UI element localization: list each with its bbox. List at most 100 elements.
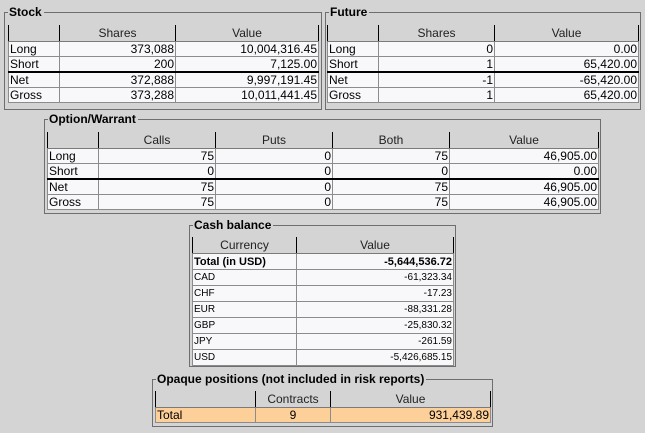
shares-cell: 200: [59, 56, 176, 73]
table-row[interactable]: EUR -88,331.28: [192, 301, 454, 318]
table-row[interactable]: Short 200 7,125.00: [8, 56, 319, 73]
total-label: Total (in USD): [192, 253, 297, 270]
table-header: Shares Value: [8, 25, 319, 42]
value-cell: 10,004,316.45: [175, 41, 319, 57]
column-header-puts[interactable]: Puts: [215, 132, 333, 149]
table-row[interactable]: CAD -61,323.34: [192, 269, 454, 286]
currency-cell: USD: [192, 349, 297, 366]
value-cell: 0.00: [449, 163, 599, 180]
table-row[interactable]: Net -1 -65,420.00: [327, 71, 639, 88]
row-label: Short: [47, 163, 99, 180]
currency-cell: EUR: [192, 301, 297, 318]
row-label: Total: [155, 407, 256, 423]
row-label: Long: [47, 148, 99, 164]
value-cell: -17.23: [296, 285, 454, 302]
value-cell: 10,011,441.45: [175, 87, 319, 103]
calls-cell: 75: [98, 194, 216, 210]
table-header: Currency Value: [192, 237, 454, 254]
column-header[interactable]: [327, 25, 379, 42]
table-header: Calls Puts Both Value: [47, 132, 599, 149]
column-header-shares[interactable]: Shares: [59, 25, 176, 42]
value-cell: -88,331.28: [296, 301, 454, 318]
currency-cell: CHF: [192, 285, 297, 302]
table-header: Contracts Value: [155, 391, 491, 408]
stock-panel: Stock Shares Value Long 373,088 10,004,3…: [4, 5, 322, 110]
total-row[interactable]: Total (in USD) -5,644,536.72: [192, 253, 454, 270]
shares-cell: 373,288: [59, 87, 176, 103]
table-row[interactable]: Long 75 0 75 46,905.00: [47, 148, 599, 164]
value-cell: -5,426,685.15: [296, 349, 454, 366]
calls-cell: 0: [98, 163, 216, 180]
row-label: Long: [8, 41, 60, 57]
row-label: Net: [327, 71, 379, 88]
puts-cell: 0: [215, 163, 333, 180]
column-header[interactable]: [8, 25, 60, 42]
row-label: Short: [8, 56, 60, 73]
column-header-value[interactable]: Value: [175, 25, 319, 42]
value-cell: 46,905.00: [449, 194, 599, 210]
row-label: Gross: [47, 194, 99, 210]
column-header-currency[interactable]: Currency: [192, 237, 297, 254]
table-header: Shares Value: [327, 25, 639, 42]
table-row[interactable]: Net 75 0 75 46,905.00: [47, 178, 599, 195]
cash-balance-title: Cash balance: [193, 218, 274, 232]
opaque-positions-table: Contracts Value Total 9 931,439.89: [155, 391, 491, 423]
stock-table: Shares Value Long 373,088 10,004,316.45 …: [8, 25, 319, 103]
row-label: Short: [327, 56, 379, 73]
row-label: Gross: [8, 87, 60, 103]
shares-cell: 0: [378, 41, 495, 57]
column-header-value[interactable]: Value: [296, 237, 454, 254]
column-header[interactable]: [47, 132, 99, 149]
table-row[interactable]: Gross 1 65,420.00: [327, 87, 639, 103]
column-header-value[interactable]: Value: [330, 391, 491, 408]
future-title: Future: [329, 5, 370, 19]
table-row[interactable]: Long 373,088 10,004,316.45: [8, 41, 319, 57]
table-row[interactable]: Total 9 931,439.89: [155, 407, 491, 423]
value-cell: 65,420.00: [494, 56, 639, 73]
table-row[interactable]: USD -5,426,685.15: [192, 349, 454, 366]
table-row[interactable]: JPY -261.59: [192, 333, 454, 350]
shares-cell: -1: [378, 71, 495, 88]
currency-cell: JPY: [192, 333, 297, 350]
column-header[interactable]: [155, 391, 256, 408]
stock-title: Stock: [8, 5, 44, 19]
column-header-value[interactable]: Value: [494, 25, 639, 42]
calls-cell: 75: [98, 178, 216, 195]
value-cell: -261.59: [296, 333, 454, 350]
value-cell: 46,905.00: [449, 148, 599, 164]
row-label: Gross: [327, 87, 379, 103]
value-cell: -61,323.34: [296, 269, 454, 286]
both-cell: 75: [332, 178, 450, 195]
currency-cell: CAD: [192, 269, 297, 286]
both-cell: 0: [332, 163, 450, 180]
column-header-calls[interactable]: Calls: [98, 132, 216, 149]
both-cell: 75: [332, 148, 450, 164]
shares-cell: 1: [378, 56, 495, 73]
table-row[interactable]: GBP -25,830.32: [192, 317, 454, 334]
option-warrant-table: Calls Puts Both Value Long 75 0 75 46,90…: [47, 132, 599, 210]
value-cell: 65,420.00: [494, 87, 639, 103]
column-header-shares[interactable]: Shares: [378, 25, 495, 42]
puts-cell: 0: [215, 194, 333, 210]
row-label: Net: [47, 178, 99, 195]
value-cell: 931,439.89: [330, 407, 491, 423]
shares-cell: 373,088: [59, 41, 176, 57]
calls-cell: 75: [98, 148, 216, 164]
table-row[interactable]: Short 0 0 0 0.00: [47, 163, 599, 180]
column-header-value[interactable]: Value: [449, 132, 599, 149]
cash-balance-panel: Cash balance Currency Value Total (in US…: [189, 218, 456, 367]
value-cell: 0.00: [494, 41, 639, 57]
table-row[interactable]: Long 0 0.00: [327, 41, 639, 57]
column-header-contracts[interactable]: Contracts: [255, 391, 331, 408]
value-cell: -25,830.32: [296, 317, 454, 334]
table-row[interactable]: Gross 373,288 10,011,441.45: [8, 87, 319, 103]
table-row[interactable]: Short 1 65,420.00: [327, 56, 639, 73]
value-cell: 7,125.00: [175, 56, 319, 73]
future-table: Shares Value Long 0 0.00 Short 1 65,420.…: [327, 25, 639, 103]
table-row[interactable]: Gross 75 0 75 46,905.00: [47, 194, 599, 210]
column-header-both[interactable]: Both: [332, 132, 450, 149]
option-warrant-panel: Option/Warrant Calls Puts Both Value Lon…: [44, 112, 601, 214]
currency-cell: GBP: [192, 317, 297, 334]
table-row[interactable]: Net 372,888 9,997,191.45: [8, 71, 319, 88]
table-row[interactable]: CHF -17.23: [192, 285, 454, 302]
